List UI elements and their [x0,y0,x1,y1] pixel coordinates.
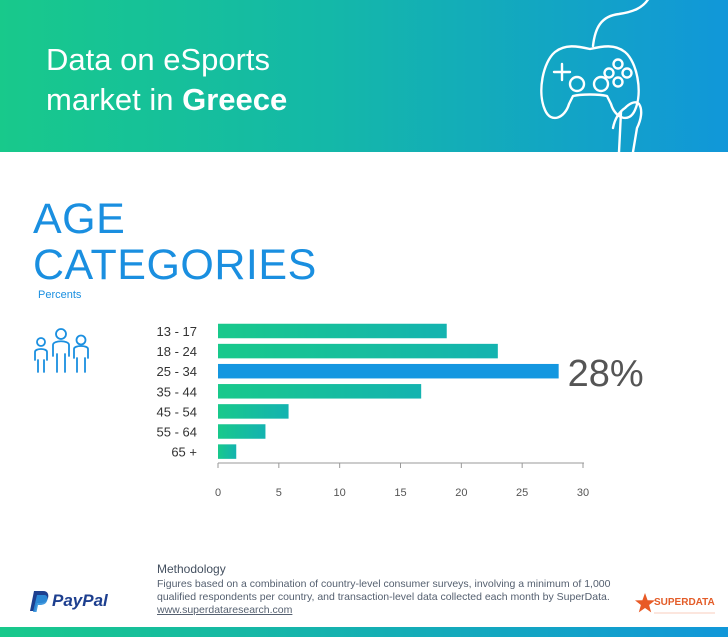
bar-65plus [218,444,237,459]
category-label: 13 - 17 [157,324,197,339]
x-tick-label: 25 [516,487,528,499]
x-tick-label: 0 [215,487,221,499]
bar-45-54 [218,404,289,419]
x-tick-label: 20 [455,487,467,499]
highlight-value-label: 28% [568,353,644,395]
bar-13-17 [218,323,447,339]
footer-bar [0,627,728,637]
x-tick-label: 15 [394,487,406,499]
country-name: Greece [182,82,288,117]
bar-35-44 [218,384,422,399]
game-controller-icon [540,0,650,152]
x-tick-label: 30 [577,487,589,499]
methodology-line-1: Figures based on a combination of countr… [157,578,611,590]
paypal-logo-text: PayPal [52,591,108,610]
superdata-star-logo-icon [635,593,715,614]
people-icon [34,328,89,373]
page-title: Data on eSports market in Greece [46,40,287,120]
header-banner: Data on eSports market in Greece [0,0,728,152]
title-line-2: market in Greece [46,82,288,117]
category-label: 55 - 64 [157,425,197,440]
category-label: 45 - 54 [157,404,197,419]
category-label: 65 + [171,445,197,460]
methodology-line-2: qualified respondents per country, and t… [157,591,610,603]
bar-55-64 [218,424,266,439]
superdata-logo-text: SUPERDATA [654,597,715,608]
methodology-block: Methodology Figures based on a combinati… [157,563,617,617]
methodology-heading: Methodology [157,562,226,576]
category-label: 18 - 24 [157,344,197,359]
category-label: 35 - 44 [157,384,197,399]
x-tick-label: 5 [276,487,282,499]
category-label: 25 - 34 [157,364,197,379]
x-tick-label: 10 [334,487,346,499]
bar-18-24 [218,343,498,359]
paypal-logo-icon [30,591,49,612]
title-line-1: Data on eSports [46,42,271,77]
section-title: AGE CATEGORIES [33,195,317,289]
superdata-link[interactable]: www.superdataresearch.com [157,604,293,616]
bar-25-34 [218,363,559,379]
chart-subtitle: Percents [38,289,82,301]
